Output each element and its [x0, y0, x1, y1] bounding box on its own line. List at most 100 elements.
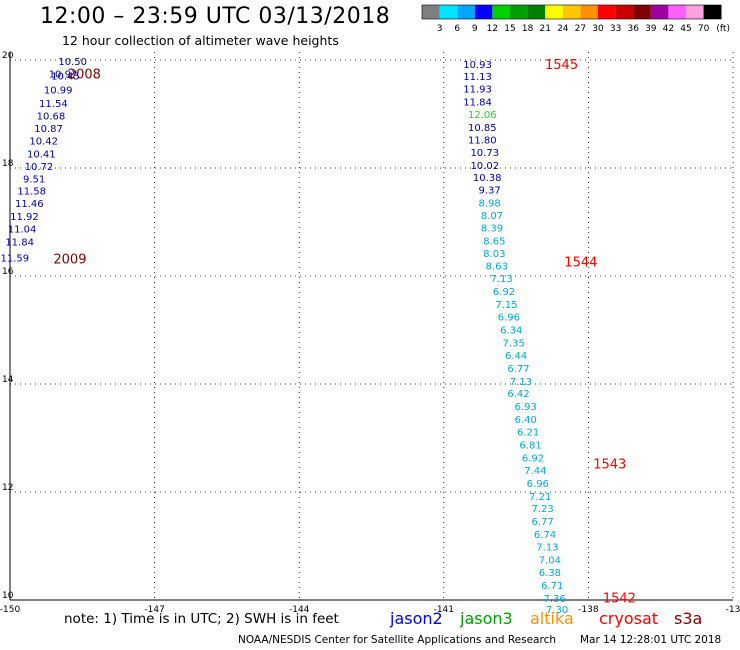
- colorbar-label: 18: [522, 24, 534, 34]
- wave-height-point: 11.58: [17, 187, 46, 198]
- wave-height-point: 11.13: [463, 72, 492, 83]
- y-tick-label: 10: [2, 591, 14, 601]
- wave-height-point: 12.06: [468, 110, 497, 121]
- x-tick-label: -150: [0, 605, 20, 615]
- colorbar-swatch: [598, 5, 616, 19]
- x-tick-label: -144: [289, 605, 310, 615]
- wave-height-point: 8.63: [486, 262, 508, 273]
- wave-height-point: 11.54: [39, 99, 68, 110]
- colorbar-swatch: [703, 5, 722, 19]
- wave-height-point: 9.51: [23, 174, 45, 185]
- chart-title: 12:00 – 23:59 UTC 03/13/2018: [40, 4, 391, 29]
- y-tick-label: 18: [2, 159, 14, 169]
- wave-height-point: 11.84: [5, 237, 34, 248]
- wave-height-point: 10.42: [29, 136, 58, 147]
- y-tick-label: 16: [2, 267, 14, 277]
- wave-height-point: 8.98: [478, 199, 500, 210]
- wave-height-point: 6.34: [500, 325, 522, 336]
- wave-height-point: 6.40: [515, 415, 537, 426]
- wave-height-point: 10.97: [49, 70, 78, 81]
- wave-height-point: 11.93: [463, 85, 492, 96]
- wave-height-point: 7.30: [546, 605, 568, 616]
- y-tick-label: 12: [2, 483, 13, 493]
- wave-height-point: 6.42: [507, 389, 529, 400]
- wave-height-point: 6.21: [517, 428, 539, 439]
- wave-height-point: 6.96: [498, 313, 520, 324]
- colorbar-label: 21: [539, 24, 550, 34]
- colorbar-label: 24: [557, 24, 569, 34]
- colorbar-label: 9: [472, 24, 478, 34]
- colorbar-swatch: [510, 5, 528, 19]
- colorbar-label: 27: [575, 24, 586, 34]
- wave-height-point: 8.65: [483, 236, 505, 247]
- wave-height-point: 8.03: [483, 249, 505, 260]
- time-label: 1542: [603, 591, 636, 606]
- wave-height-point: 6.74: [534, 530, 556, 541]
- wave-height-point: 10.87: [34, 124, 63, 135]
- wave-height-point: 6.38: [539, 568, 561, 579]
- time-label: 1543: [593, 457, 626, 472]
- wave-height-point: 10.68: [37, 112, 66, 123]
- wave-height-point: 10.72: [25, 162, 54, 173]
- wave-height-point: 7.13: [536, 543, 558, 554]
- wave-height-point: 7.44: [524, 466, 546, 477]
- colorbar-swatch: [527, 5, 546, 19]
- colorbar-swatch: [562, 5, 581, 19]
- colorbar-swatch: [580, 5, 598, 19]
- colorbar-swatch: [633, 5, 651, 19]
- colorbar-label: 42: [663, 24, 674, 34]
- legend-jason3: jason3: [460, 609, 513, 628]
- wave-height-point: 6.96: [527, 479, 549, 490]
- x-tick-label: -13: [726, 605, 740, 615]
- colorbar-label: 36: [627, 24, 639, 34]
- colorbar-unit: (ft): [716, 24, 730, 34]
- x-tick-label: -141: [434, 605, 454, 615]
- wave-height-point: 6.81: [519, 440, 541, 451]
- legend-s3a: s3a: [674, 609, 703, 628]
- colorbar-label: 45: [680, 24, 691, 34]
- chart-subtitle: 12 hour collection of altimeter wave hei…: [62, 33, 339, 48]
- wave-height-point: 7.13: [510, 377, 532, 388]
- wave-height-point: 8.39: [481, 223, 503, 234]
- wave-height-point: 10.73: [470, 148, 499, 159]
- colorbar-swatch: [686, 5, 704, 19]
- y-tick-label: 20: [2, 51, 14, 61]
- wave-height-point: 6.77: [531, 517, 553, 528]
- wave-height-point: 7.21: [529, 492, 551, 503]
- footer-note: note: 1) Time is in UTC; 2) SWH is in fe…: [64, 611, 339, 627]
- wave-height-point: 6.77: [507, 364, 529, 375]
- legend-altika: altika: [530, 609, 574, 628]
- wave-height-point: 11.59: [0, 254, 29, 265]
- legend-jason2: jason2: [390, 609, 443, 628]
- colorbar-frame: [421, 4, 722, 20]
- time-label: 2008: [68, 68, 101, 83]
- wave-height-point: 11.80: [468, 135, 497, 146]
- wave-height-point: 10.50: [58, 57, 87, 68]
- wave-height-point: 7.36: [544, 594, 566, 605]
- wave-height-point: 7.35: [503, 338, 525, 349]
- wave-height-point: 7.04: [539, 556, 561, 567]
- colorbar-label: 39: [645, 24, 657, 34]
- wave-height-point: 11.84: [463, 98, 492, 109]
- colorbar-label: 3: [437, 24, 443, 34]
- wave-height-point: 10.02: [470, 161, 499, 172]
- wave-height-point: 11.04: [8, 224, 37, 235]
- wave-height-point: 7.15: [495, 300, 517, 311]
- wave-height-point: 6.92: [522, 453, 544, 464]
- wave-height-point: 11.46: [15, 199, 44, 210]
- wave-height-point: 6.92: [493, 287, 515, 298]
- colorbar-swatch: [439, 5, 458, 19]
- wave-height-point: 6.44: [505, 351, 527, 362]
- wave-height-point: 10.85: [468, 123, 497, 134]
- colorbar-swatch: [668, 5, 686, 19]
- time-label: 2009: [53, 253, 86, 268]
- colorbar-swatch: [650, 5, 669, 19]
- colorbar-swatch: [422, 5, 440, 19]
- colorbar-label: 15: [504, 24, 515, 34]
- colorbar-label: 6: [454, 24, 460, 34]
- x-tick-label: -138: [578, 605, 599, 615]
- colorbar-swatch: [615, 5, 634, 19]
- colorbar-label: 30: [592, 24, 604, 34]
- wave-height-point: 7.13: [491, 274, 513, 285]
